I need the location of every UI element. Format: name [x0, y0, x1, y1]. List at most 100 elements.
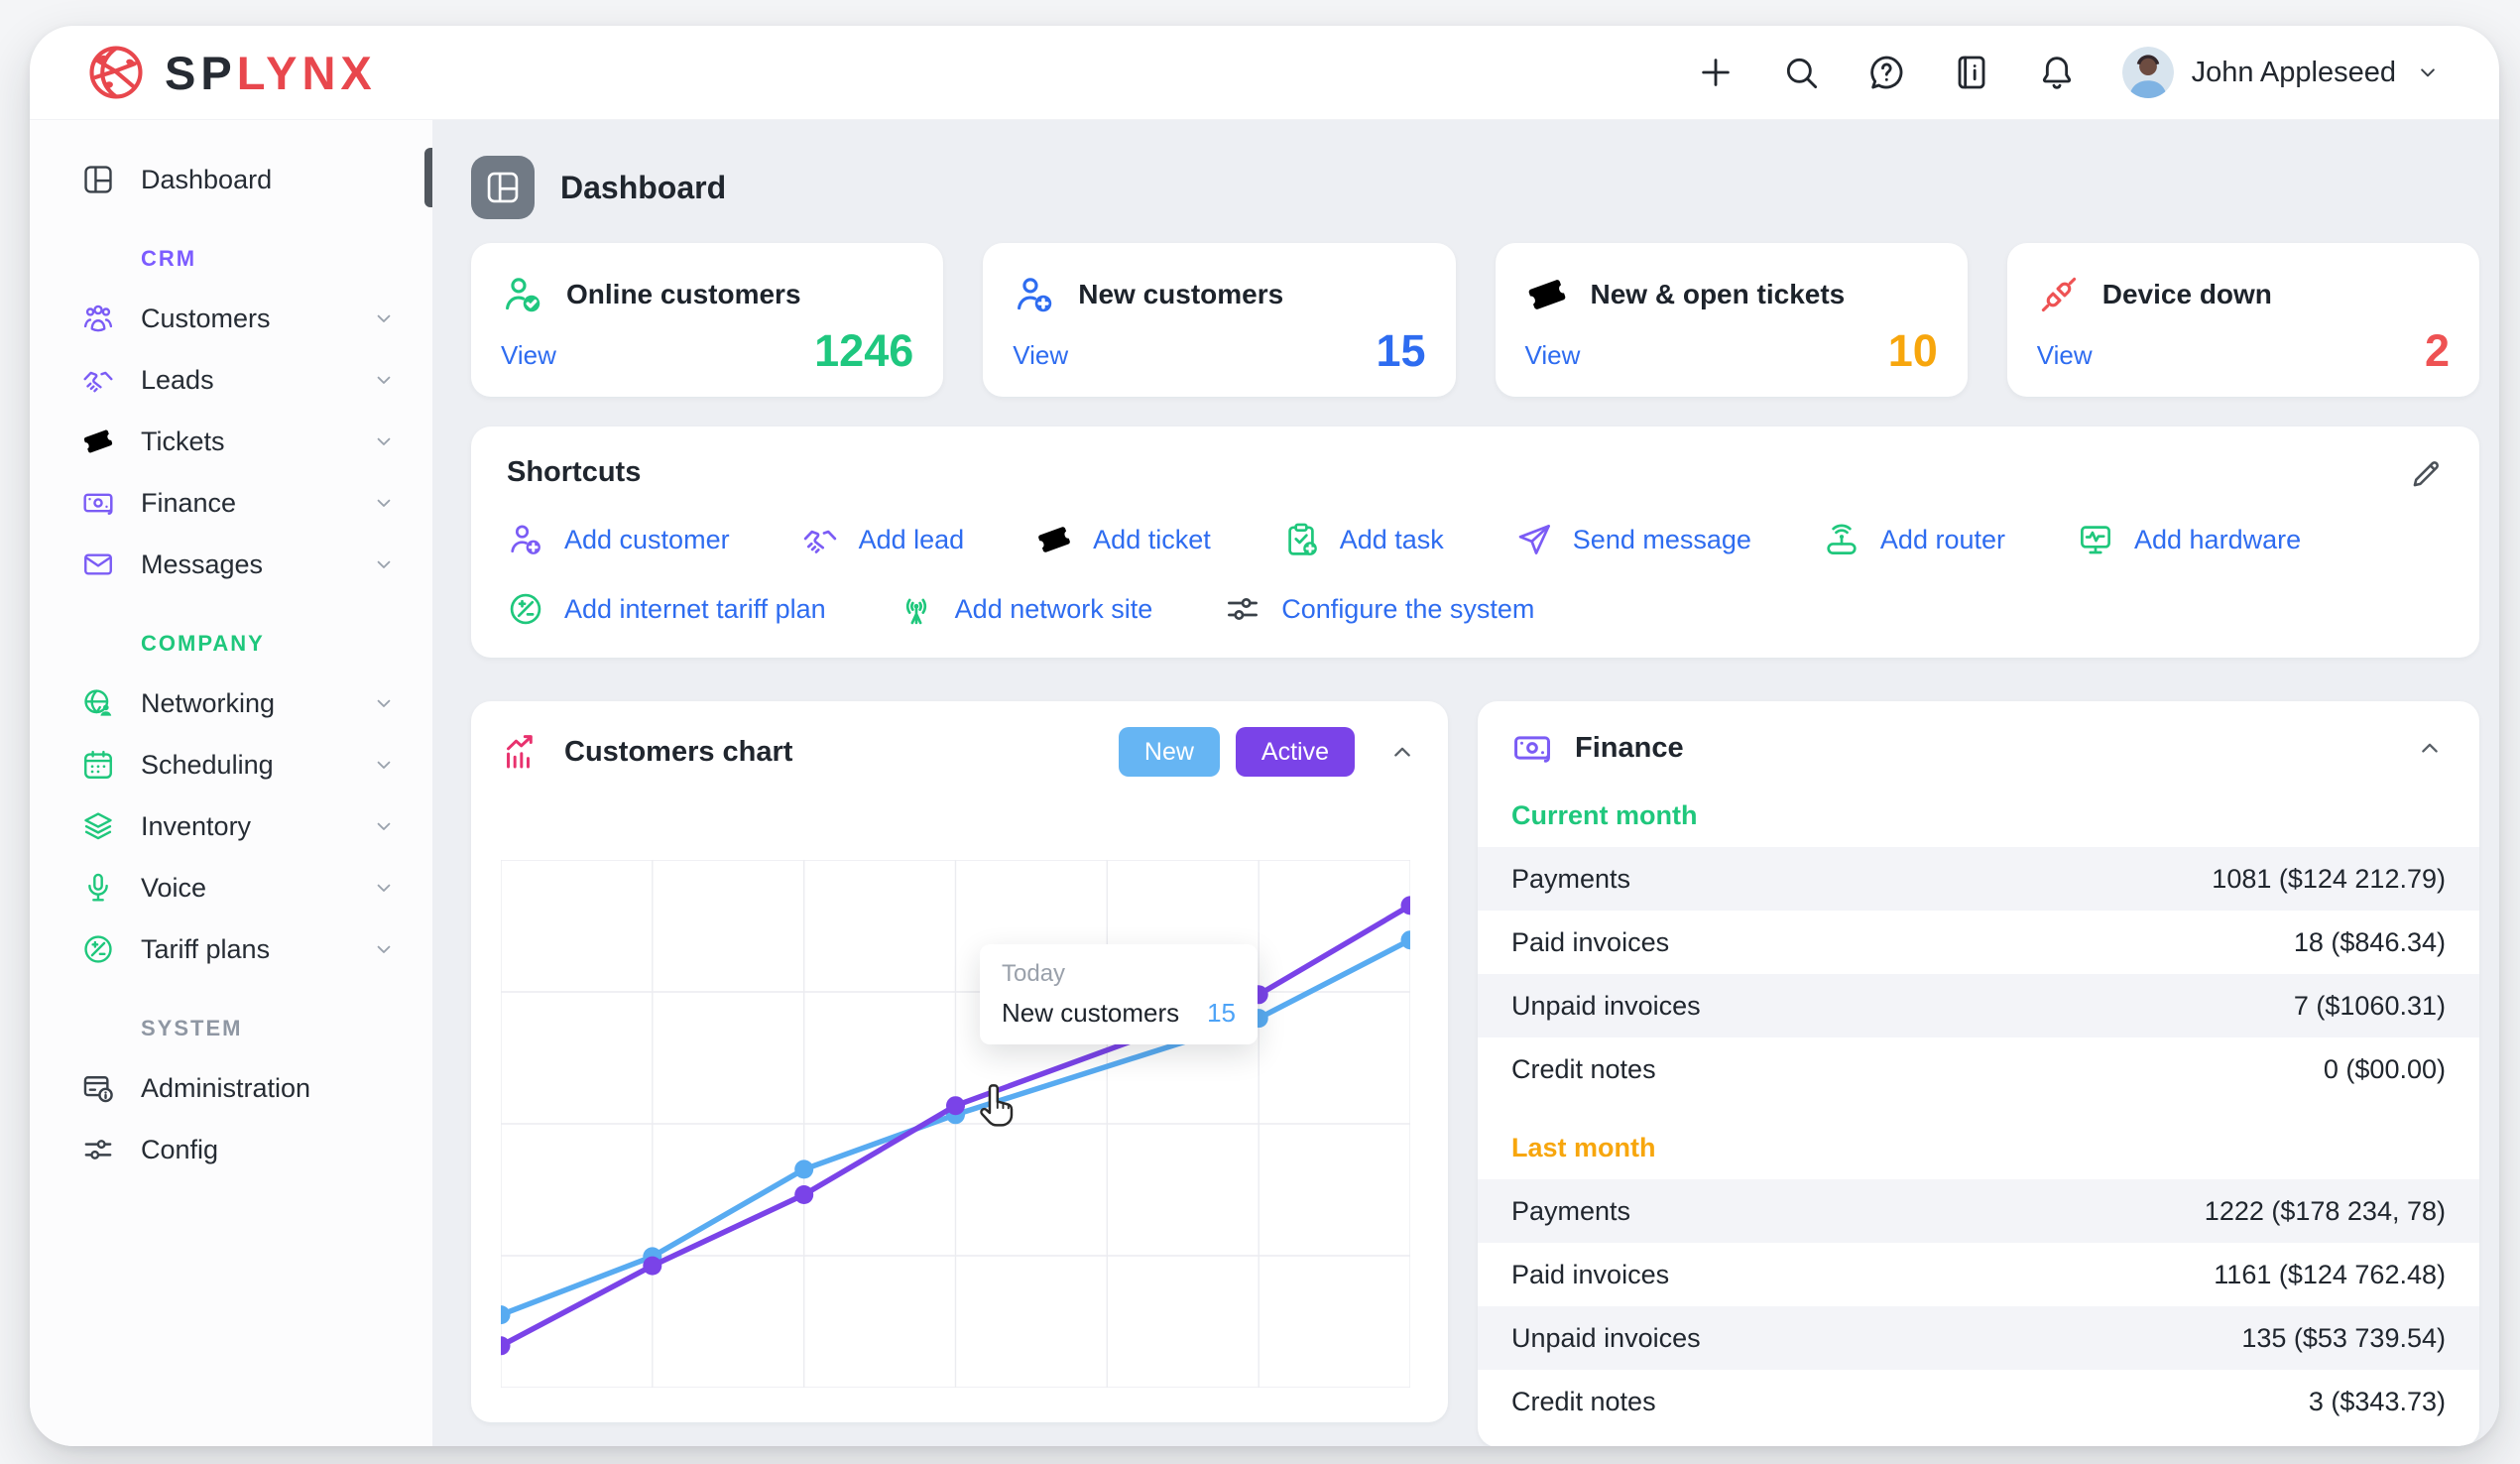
stat-card-online-customers: Online customers View 1246 [471, 243, 944, 397]
data-point-active[interactable] [643, 1256, 662, 1276]
sidebar-item-config[interactable]: Config [30, 1119, 432, 1180]
search-icon[interactable] [1781, 53, 1821, 92]
shortcut-label: Send message [1572, 524, 1751, 554]
customers-icon [81, 302, 115, 335]
shortcut-send-message[interactable]: Send message [1515, 521, 1751, 558]
data-point-new[interactable] [794, 1159, 814, 1179]
ticket-icon: fill="none" stroke="currentColor" stroke… [1525, 273, 1569, 316]
sidebar-item-finance[interactable]: Finance [30, 472, 432, 534]
finance-panel: Finance Current month Payments 1081 ($124 … [1478, 701, 2479, 1446]
toggle-new-button[interactable]: New [1118, 727, 1220, 777]
sidebar-item-label: Messages [141, 549, 264, 579]
sidebar-item-inventory[interactable]: Inventory [30, 795, 432, 857]
customers-chart-panel: Customers chart New Active Today [471, 701, 1448, 1422]
sidebar-item-messages[interactable]: Messages [30, 534, 432, 595]
tariff-plans-icon [81, 932, 115, 966]
view-link[interactable]: View [2036, 340, 2093, 370]
sidebar-item-leads[interactable]: Leads [30, 349, 432, 411]
collapse-chevron-up-icon[interactable] [1386, 736, 1418, 768]
stat-card-title-row: New customers [1013, 273, 1425, 316]
view-link[interactable]: View [1524, 340, 1581, 370]
data-point-active[interactable] [946, 1096, 965, 1116]
active-item-indicator [424, 148, 432, 207]
shortcut-add-task[interactable]: Add task [1282, 521, 1444, 558]
finance-row-payments: Payments 1222 ($178 234, 78) [1478, 1179, 2479, 1243]
stat-card-value: 2 [2424, 324, 2450, 376]
app-body: Dashboard CRM Customers Leads fill="none" … [30, 120, 2499, 1446]
inventory-icon [81, 809, 115, 843]
shortcut-add-lead[interactable]: Add lead [801, 521, 965, 558]
shortcut-add-ticket[interactable]: fill="none" stroke="currentColor" stroke… [1035, 521, 1211, 558]
stat-card-title: Online customers [566, 279, 801, 309]
shortcut-add-network-site[interactable]: Add network site [898, 590, 1152, 628]
shortcut-configure-the-system[interactable]: Configure the system [1224, 590, 1534, 628]
line-chart[interactable] [491, 859, 1420, 1389]
shortcut-row: Add internet tariff plan Add network site… [507, 584, 2444, 634]
sidebar-item-customers[interactable]: Customers [30, 288, 432, 349]
edit-pencil-icon[interactable] [2408, 456, 2444, 492]
trend-chart-icon [501, 731, 542, 773]
finance-section-label: Last month [1511, 1133, 1656, 1162]
splynx-logo[interactable]: SPLYNX [83, 40, 377, 105]
add-icon[interactable] [1696, 53, 1736, 92]
sidebar-item-label: Customers [141, 303, 271, 333]
toggle-active-button[interactable]: Active [1235, 727, 1355, 777]
stat-cards-row: Online customers View 1246 New customers Vie… [471, 243, 2479, 397]
shortcut-add-hardware[interactable]: Add hardware [2077, 521, 2301, 558]
stat-card-title-row: Device down [2037, 273, 2450, 316]
chevron-down-icon [371, 813, 397, 839]
collapse-chevron-up-icon[interactable] [2414, 732, 2446, 764]
shortcut-label: Add lead [858, 524, 965, 554]
shortcut-add-router[interactable]: Add router [1823, 521, 2005, 558]
view-link[interactable]: View [501, 340, 556, 370]
sidebar-item-tickets[interactable]: fill="none" stroke="currentColor" stroke… [30, 411, 432, 472]
stat-card-new-open-tickets: fill="none" stroke="currentColor" stroke… [1495, 243, 1968, 397]
sidebar-section-label: COMPANY [141, 631, 265, 656]
leads-icon [81, 363, 115, 397]
top-actions: John Appleseed [1696, 47, 2442, 98]
add-customer-icon [507, 521, 544, 558]
shortcut-add-customer[interactable]: Add customer [507, 521, 730, 558]
user-check-icon [501, 273, 544, 316]
shortcut-label: Add hardware [2134, 524, 2302, 554]
sidebar-item-administration[interactable]: Administration [30, 1057, 432, 1119]
chevron-down-icon [371, 551, 397, 577]
stat-card-device-down: Device down View 2 [2006, 243, 2479, 397]
shortcuts-panel: Shortcuts Add customer Add lead fill="non… [471, 427, 2479, 658]
data-point-new[interactable] [491, 1305, 511, 1325]
user-menu[interactable]: John Appleseed [2121, 47, 2442, 98]
chevron-down-icon [371, 428, 397, 454]
finance-icon [81, 486, 115, 520]
stat-card-value: 15 [1376, 324, 1426, 376]
sidebar-item-label: Config [141, 1134, 219, 1164]
sidebar-item-tariff-plans[interactable]: Tariff plans [30, 918, 432, 980]
stat-card-title-row: Online customers [501, 273, 913, 316]
notifications-bell-icon[interactable] [2037, 53, 2077, 92]
stat-card-title-row: fill="none" stroke="currentColor" stroke… [1525, 273, 1938, 316]
splynx-globe-icon [83, 40, 149, 105]
docs-info-icon[interactable] [1952, 53, 1991, 92]
finance-row-label: Credit notes [1511, 1386, 1656, 1416]
data-point-active[interactable] [794, 1185, 814, 1204]
main-content: Dashboard Online customers View 1246 New cu… [432, 120, 2499, 1446]
app-window: SPLYNX John Appleseed Dashboard [30, 26, 2499, 1446]
shortcut-add-internet-tariff-plan[interactable]: Add internet tariff plan [507, 590, 826, 628]
sidebar-item-scheduling[interactable]: Scheduling [30, 734, 432, 795]
help-icon[interactable] [1866, 53, 1906, 92]
view-link[interactable]: View [1013, 340, 1069, 370]
shortcuts-title: Shortcuts [507, 456, 642, 488]
dashboard-icon [81, 163, 115, 196]
shortcut-row: Add customer Add lead fill="none" stroke=… [507, 515, 2444, 564]
task-clipboard-icon [1282, 521, 1320, 558]
paper-plane-icon [1515, 521, 1553, 558]
config-icon [81, 1133, 115, 1166]
sidebar-item-voice[interactable]: Voice [30, 857, 432, 918]
sidebar-item-dashboard[interactable]: Dashboard [30, 149, 432, 210]
voice-icon [81, 871, 115, 905]
sidebar-item-label: Tickets [141, 426, 225, 456]
finance-row-credit-notes: Credit notes 3 ($343.73) [1478, 1370, 2479, 1433]
sidebar-item-networking[interactable]: Networking [30, 672, 432, 734]
shortcut-label: Configure the system [1281, 593, 1535, 624]
chart-tooltip: Today New customers 15 [980, 944, 1258, 1044]
